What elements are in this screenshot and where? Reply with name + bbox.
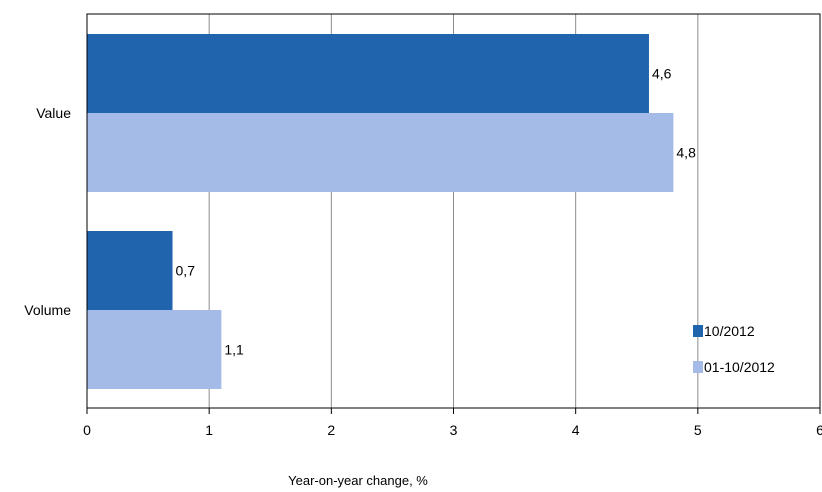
x-axis-ticks [86,408,821,414]
x-tick-label: 6 [816,422,822,438]
legend-label: 01-10/2012 [704,359,775,375]
category-label: Value [36,105,71,121]
x-tick-label: 2 [327,422,335,438]
bar [87,113,674,192]
legend: 10/2012 01-10/2012 [693,323,775,375]
legend-swatch [693,325,703,337]
bars [87,34,674,389]
bar [87,231,173,310]
data-label: 0,7 [176,263,196,279]
x-tick-label: 4 [572,422,580,438]
category-label: Volume [24,302,71,318]
data-labels: 4,6 4,8 0,7 1,1 [176,66,697,358]
bar [87,310,222,389]
data-label: 1,1 [224,342,244,358]
x-axis-title: Year-on-year change, % [288,473,428,488]
x-tick-label: 5 [694,422,702,438]
legend-label: 10/2012 [704,323,755,339]
data-label: 4,8 [676,145,696,161]
x-tick-label: 1 [205,422,213,438]
x-axis-tick-labels: 0 1 2 3 4 5 6 [83,422,822,438]
bar [87,34,649,113]
x-tick-label: 0 [83,422,91,438]
x-tick-label: 3 [450,422,458,438]
category-labels: Value Volume [24,105,71,318]
data-label: 4,6 [652,66,672,82]
legend-swatch [693,361,703,373]
